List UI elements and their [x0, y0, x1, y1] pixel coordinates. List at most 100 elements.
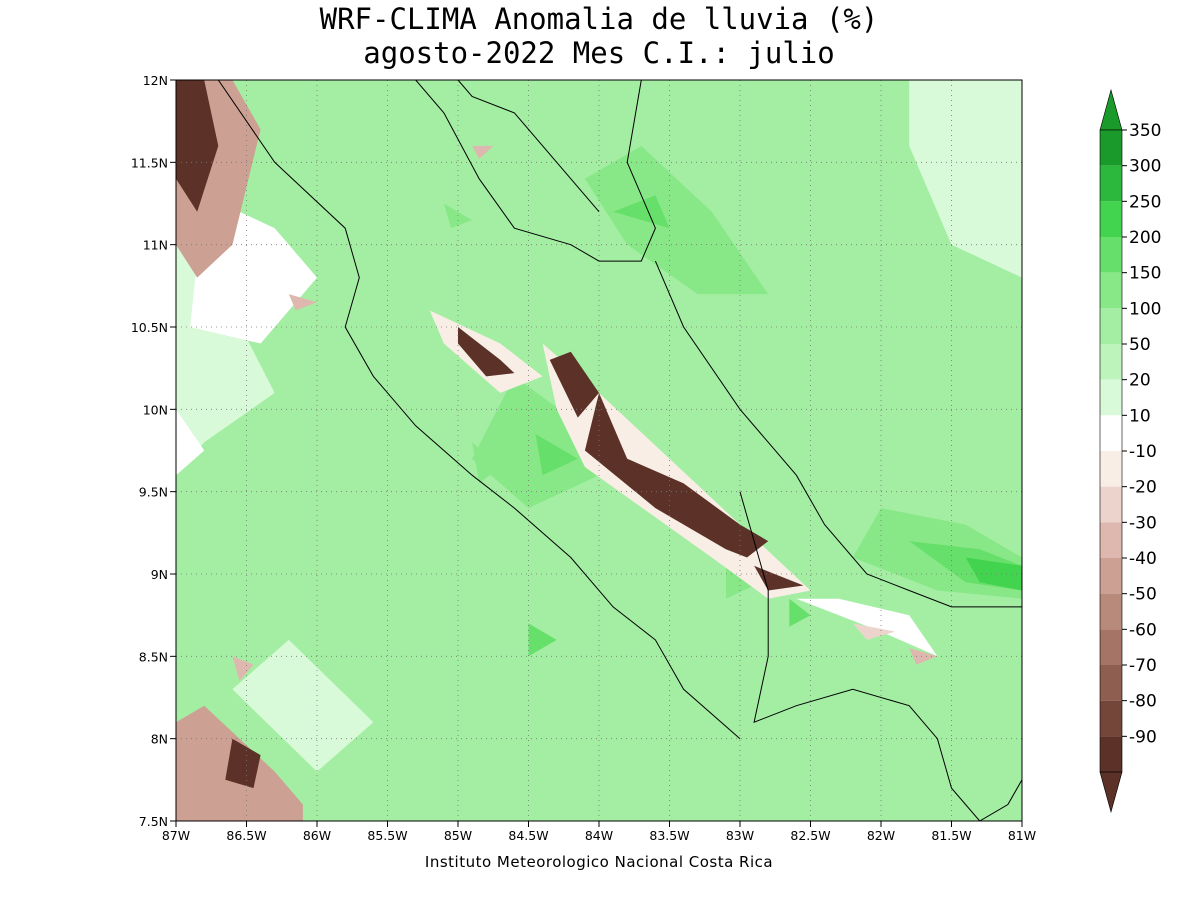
colorbar-label: 50 [1129, 335, 1151, 355]
lat-tick-label: 8.5N [139, 649, 168, 664]
anomaly-region-27 [584, 392, 769, 558]
anomaly-region-30 [176, 80, 219, 212]
lat-tick-label: 10N [143, 402, 168, 417]
anomaly-region-34 [288, 294, 317, 311]
colorbar-swatch [1100, 736, 1122, 772]
colorbar-swatch [1100, 272, 1122, 309]
colorbar-swatch [1100, 558, 1122, 594]
coastlines [217, 80, 1022, 821]
colorbar-swatch [1100, 379, 1122, 416]
colorbar-swatch [1100, 201, 1122, 237]
anomaly-region-33 [232, 656, 254, 681]
lon-tick-label: 85W [444, 828, 472, 843]
colorbar-label: -90 [1129, 727, 1157, 747]
colorbar-swatch [1100, 308, 1122, 344]
colorbar-swatch [1100, 665, 1122, 701]
anomaly-region-17 [584, 145, 769, 295]
anomaly-region-22 [528, 623, 557, 657]
colorbar-label: 10 [1129, 406, 1151, 426]
colorbar-swatch [1100, 165, 1122, 202]
lat-tick-label: 9.5N [139, 485, 168, 500]
colorbar-swatch [1100, 593, 1122, 630]
colorbar-legend: 350 300 250 200 150 100 50 20 10 -10 -20 -30 -40 -50 -… [1099, 88, 1161, 814]
lat-tick-label: 11N [143, 238, 168, 253]
lon-tick-label: 86W [303, 828, 331, 843]
anomaly-region-37 [852, 623, 896, 640]
anomaly-region-26 [549, 351, 599, 418]
lat-tick-label: 7.5N [139, 814, 168, 829]
colorbar-label: -20 [1129, 478, 1157, 498]
longitude-axis: 87W 86.5W 86W 85.5W 85W 84.5W 84W 83.5W 83W 82.5W… [162, 821, 1036, 843]
lon-tick-label: 87W [162, 828, 190, 843]
colorbar-label: 350 [1129, 121, 1161, 141]
lat-tick-label: 9N [151, 567, 168, 582]
lon-tick-label: 86.5W [226, 828, 266, 843]
colorbar-swatch [1100, 629, 1122, 665]
lat-tick-label: 10.5N [131, 320, 168, 335]
colorbar-swatch [1100, 130, 1122, 166]
anomaly-region-32 [225, 738, 261, 789]
colorbar-label: -70 [1129, 656, 1157, 676]
anomaly-region-5 [796, 598, 938, 657]
lon-tick-label: 85.5W [367, 828, 407, 843]
colorbar-swatch [1100, 415, 1122, 451]
colorbar-label: 150 [1129, 264, 1161, 284]
coastline-4 [457, 80, 600, 213]
colorbar-upper-arrow [1099, 88, 1123, 131]
map-title-line-1: WRF-CLIMA Anomalia de lluvia (%) [319, 2, 879, 36]
colorbar-swatch [1100, 486, 1122, 523]
coastline-0 [217, 80, 741, 740]
latitude-axis: 12N 11.5N 11N 10.5N 10N 9.5N 9N 8.5N 8N 7.5N [131, 73, 176, 829]
lat-tick-label: 8N [151, 732, 168, 747]
anomaly-region-36 [909, 648, 938, 665]
lon-tick-label: 83.5W [649, 828, 689, 843]
lon-tick-label: 81W [1008, 828, 1036, 843]
lon-tick-label: 82.5W [790, 828, 830, 843]
lon-tick-label: 84W [585, 828, 613, 843]
colorbar-label: -80 [1129, 692, 1157, 712]
lon-tick-label: 83W [726, 828, 754, 843]
colorbar-swatch [1100, 451, 1122, 487]
lon-tick-label: 82W [867, 828, 895, 843]
colorbar-label: 200 [1129, 228, 1161, 248]
coastline-5 [979, 779, 1022, 821]
colorbar-swatch [1100, 522, 1122, 558]
map-title-line-2: agosto-2022 Mes C.I.: julio [363, 36, 835, 70]
coastline-3 [739, 491, 981, 821]
colorbar-swatch [1100, 700, 1122, 737]
institution-credit: Instituto Meteorologico Nacional Costa R… [424, 853, 774, 871]
coastline-2 [654, 260, 1022, 608]
anomaly-region-1 [909, 80, 1022, 278]
colorbar-swatch [1100, 237, 1122, 273]
anomaly-region-12 [535, 434, 578, 476]
colorbar-label: -40 [1129, 549, 1157, 569]
anomaly-region-8 [415, 458, 515, 542]
colorbar-label: 20 [1129, 371, 1151, 391]
colorbar-label: -30 [1129, 513, 1157, 533]
colorbar-label: -60 [1129, 620, 1157, 640]
anomaly-region-2 [232, 639, 374, 772]
anomaly-region-24 [458, 327, 515, 377]
colorbar-label: 250 [1129, 192, 1161, 212]
lat-tick-label: 12N [143, 73, 168, 88]
grid-lines [176, 80, 1022, 821]
colorbar-label: -10 [1129, 442, 1157, 462]
lon-tick-label: 81.5W [931, 828, 971, 843]
colorbar-swatch [1100, 344, 1122, 380]
anomaly-region-9 [274, 475, 416, 591]
anomaly-region-21 [965, 557, 1022, 591]
colorbar-label: 100 [1129, 299, 1161, 319]
anomaly-region-11 [472, 376, 599, 509]
colorbar-label: 300 [1129, 157, 1161, 177]
anomaly-regions [176, 80, 1022, 821]
colorbar-lower-arrow [1099, 771, 1123, 814]
anomaly-region-15 [789, 598, 811, 627]
anomaly-region-35 [472, 145, 494, 159]
anomaly-region-3 [176, 409, 205, 476]
anomaly-region-13 [655, 541, 825, 673]
lon-tick-label: 84.5W [508, 828, 548, 843]
colorbar-label: -50 [1129, 585, 1157, 605]
anomaly-region-18 [613, 195, 670, 229]
lat-tick-label: 11.5N [131, 155, 168, 170]
